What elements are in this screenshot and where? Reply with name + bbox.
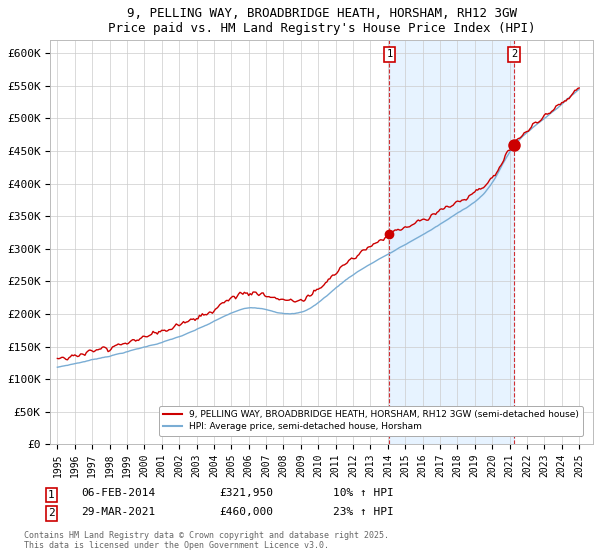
Legend: 9, PELLING WAY, BROADBRIDGE HEATH, HORSHAM, RH12 3GW (semi-detached house), HPI:: 9, PELLING WAY, BROADBRIDGE HEATH, HORSH… [159, 406, 583, 436]
Text: Contains HM Land Registry data © Crown copyright and database right 2025.
This d: Contains HM Land Registry data © Crown c… [24, 531, 389, 550]
Text: 23% ↑ HPI: 23% ↑ HPI [333, 507, 394, 517]
Text: 1: 1 [386, 49, 392, 59]
Text: 1: 1 [48, 490, 55, 500]
Text: 29-MAR-2021: 29-MAR-2021 [81, 507, 155, 517]
Title: 9, PELLING WAY, BROADBRIDGE HEATH, HORSHAM, RH12 3GW
Price paid vs. HM Land Regi: 9, PELLING WAY, BROADBRIDGE HEATH, HORSH… [108, 7, 535, 35]
Text: £321,950: £321,950 [219, 488, 273, 498]
Text: £460,000: £460,000 [219, 507, 273, 517]
Bar [389, 40, 514, 444]
Text: 06-FEB-2014: 06-FEB-2014 [81, 488, 155, 498]
Text: 10% ↑ HPI: 10% ↑ HPI [333, 488, 394, 498]
Text: 2: 2 [48, 508, 55, 519]
Text: 2: 2 [511, 49, 517, 59]
